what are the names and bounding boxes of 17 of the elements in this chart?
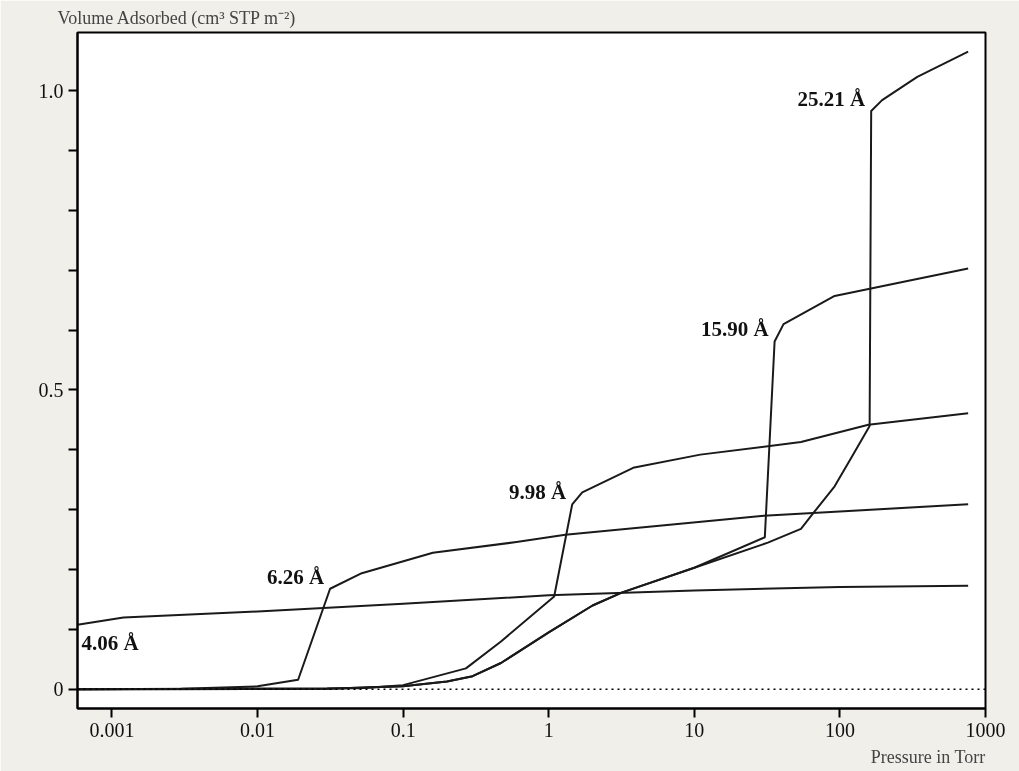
y-tick-label: 0	[53, 678, 64, 701]
y-axis-title: Volume Adsorbed (cm³ STP m⁻²)	[57, 7, 296, 29]
series-label: 25.21 Å	[797, 86, 867, 111]
x-tick-label: 0.01	[240, 718, 276, 741]
x-tick-label: 0.001	[89, 718, 135, 741]
x-tick-label: 10	[684, 718, 705, 741]
x-axis-title: Pressure in Torr	[870, 746, 986, 767]
x-tick-label: 0.1	[390, 718, 416, 741]
y-tick-label: 1.0	[38, 79, 64, 102]
series-label: 6.26 Å	[266, 564, 325, 589]
x-tick-label: 100	[824, 718, 855, 741]
x-tick-label: 1	[543, 718, 554, 741]
y-tick-label: 0.5	[38, 378, 64, 401]
series-label: 9.98 Å	[509, 480, 568, 505]
series-label: 15.90 Å	[700, 317, 770, 342]
x-tick-label: 1000	[965, 718, 1006, 741]
series-label: 4.06 Å	[81, 630, 140, 655]
